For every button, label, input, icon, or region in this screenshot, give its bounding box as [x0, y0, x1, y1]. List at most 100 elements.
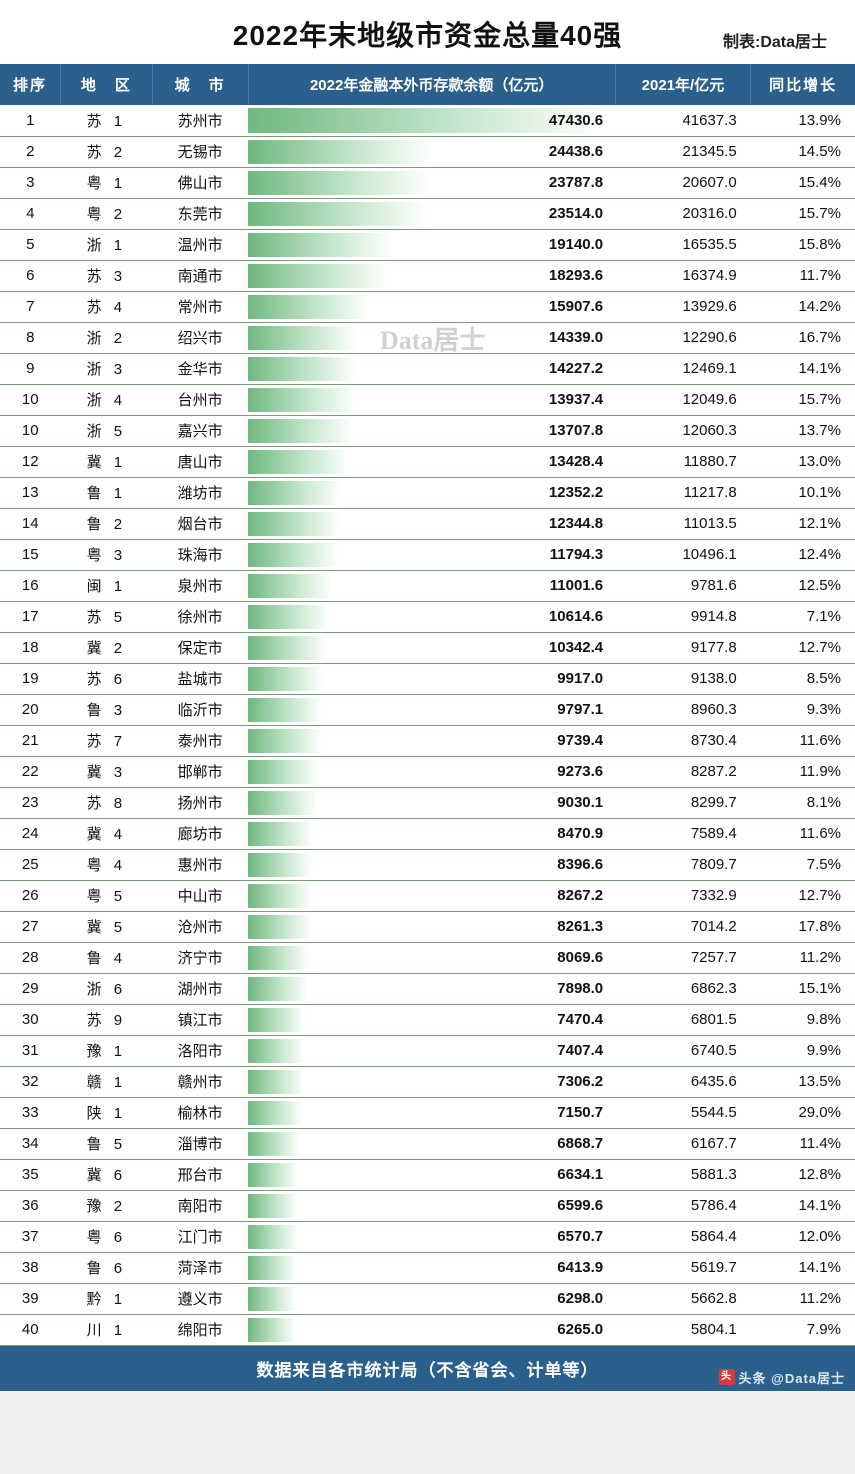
cell-rank: 37 — [0, 1221, 60, 1252]
bar-label: 19140.0 — [248, 236, 615, 253]
cell-rank: 2 — [0, 136, 60, 167]
bar-label: 7898.0 — [248, 980, 615, 997]
cell-rank: 27 — [0, 911, 60, 942]
bar-label: 6868.7 — [248, 1135, 615, 1152]
cell-2021: 12469.1 — [615, 353, 751, 384]
cell-city: 邢台市 — [152, 1159, 248, 1190]
cell-growth: 10.1% — [751, 477, 855, 508]
bar-label: 6634.1 — [248, 1166, 615, 1183]
cell-city: 东莞市 — [152, 198, 248, 229]
cell-city: 保定市 — [152, 632, 248, 663]
toutiao-icon: 头 — [719, 1369, 735, 1385]
page-container: Data居士 2022年末地级市资金总量40强 制表:Data居士 排序 地 区… — [0, 0, 855, 1391]
bar-label: 13937.4 — [248, 391, 615, 408]
cell-2021: 8960.3 — [615, 694, 751, 725]
cell-region: 浙 6 — [60, 973, 152, 1004]
cell-rank: 35 — [0, 1159, 60, 1190]
table-row: 20鲁 3临沂市9797.18960.39.3% — [0, 694, 855, 725]
cell-rank: 1 — [0, 105, 60, 136]
bar-label: 8261.3 — [248, 918, 615, 935]
bar-label: 6265.0 — [248, 1321, 615, 1338]
table-row: 32赣 1赣州市7306.26435.613.5% — [0, 1066, 855, 1097]
bar-label: 8267.2 — [248, 887, 615, 904]
cell-city: 泉州市 — [152, 570, 248, 601]
cell-2021: 6167.7 — [615, 1128, 751, 1159]
cell-region: 苏 8 — [60, 787, 152, 818]
bar-label: 6570.7 — [248, 1228, 615, 1245]
cell-growth: 9.9% — [751, 1035, 855, 1066]
cell-region: 苏 5 — [60, 601, 152, 632]
cell-city: 温州市 — [152, 229, 248, 260]
cell-growth: 12.7% — [751, 880, 855, 911]
cell-growth: 8.5% — [751, 663, 855, 694]
cell-growth: 14.1% — [751, 353, 855, 384]
cell-region: 冀 1 — [60, 446, 152, 477]
cell-growth: 11.7% — [751, 260, 855, 291]
cell-bar: 9273.6 — [248, 756, 615, 787]
cell-region: 粤 6 — [60, 1221, 152, 1252]
bar-label: 9739.4 — [248, 732, 615, 749]
table-row: 2苏 2无锡市24438.621345.514.5% — [0, 136, 855, 167]
cell-bar: 47430.6 — [248, 105, 615, 136]
cell-city: 唐山市 — [152, 446, 248, 477]
cell-city: 珠海市 — [152, 539, 248, 570]
cell-bar: 8396.6 — [248, 849, 615, 880]
cell-2021: 16535.5 — [615, 229, 751, 260]
cell-bar: 13937.4 — [248, 384, 615, 415]
cell-2021: 8287.2 — [615, 756, 751, 787]
cell-bar: 13428.4 — [248, 446, 615, 477]
cell-2021: 8299.7 — [615, 787, 751, 818]
bar-label: 12352.2 — [248, 484, 615, 501]
cell-city: 潍坊市 — [152, 477, 248, 508]
bar-label: 13707.8 — [248, 422, 615, 439]
bar-label: 23787.8 — [248, 174, 615, 191]
table-row: 37粤 6江门市6570.75864.412.0% — [0, 1221, 855, 1252]
table-row: 33陕 1榆林市7150.75544.529.0% — [0, 1097, 855, 1128]
cell-city: 金华市 — [152, 353, 248, 384]
cell-rank: 31 — [0, 1035, 60, 1066]
cell-region: 赣 1 — [60, 1066, 152, 1097]
header-rank: 排序 — [0, 64, 60, 105]
cell-growth: 14.2% — [751, 291, 855, 322]
bar-label: 15907.6 — [248, 298, 615, 315]
cell-2021: 6435.6 — [615, 1066, 751, 1097]
cell-bar: 19140.0 — [248, 229, 615, 260]
cell-region: 鲁 5 — [60, 1128, 152, 1159]
header-city: 城 市 — [152, 64, 248, 105]
cell-bar: 6868.7 — [248, 1128, 615, 1159]
cell-growth: 15.7% — [751, 198, 855, 229]
cell-bar: 12344.8 — [248, 508, 615, 539]
cell-city: 绵阳市 — [152, 1314, 248, 1345]
cell-growth: 7.5% — [751, 849, 855, 880]
cell-rank: 9 — [0, 353, 60, 384]
table-row: 29浙 6湖州市7898.06862.315.1% — [0, 973, 855, 1004]
table-row: 5浙 1温州市19140.016535.515.8% — [0, 229, 855, 260]
cell-region: 冀 4 — [60, 818, 152, 849]
bar-label: 10614.6 — [248, 608, 615, 625]
cell-2021: 9914.8 — [615, 601, 751, 632]
cell-growth: 12.0% — [751, 1221, 855, 1252]
cell-rank: 26 — [0, 880, 60, 911]
table-row: 19苏 6盐城市9917.09138.08.5% — [0, 663, 855, 694]
cell-2021: 6801.5 — [615, 1004, 751, 1035]
cell-growth: 7.1% — [751, 601, 855, 632]
cell-city: 赣州市 — [152, 1066, 248, 1097]
cell-2021: 16374.9 — [615, 260, 751, 291]
cell-rank: 20 — [0, 694, 60, 725]
table-row: 12冀 1唐山市13428.411880.713.0% — [0, 446, 855, 477]
cell-bar: 6570.7 — [248, 1221, 615, 1252]
cell-growth: 15.7% — [751, 384, 855, 415]
cell-rank: 5 — [0, 229, 60, 260]
table-row: 4粤 2东莞市23514.020316.015.7% — [0, 198, 855, 229]
bar-label: 11794.3 — [248, 546, 615, 563]
cell-bar: 23514.0 — [248, 198, 615, 229]
cell-2021: 7809.7 — [615, 849, 751, 880]
cell-bar: 7306.2 — [248, 1066, 615, 1097]
table-row: 15粤 3珠海市11794.310496.112.4% — [0, 539, 855, 570]
bar-label: 8396.6 — [248, 856, 615, 873]
cell-rank: 34 — [0, 1128, 60, 1159]
cell-region: 粤 4 — [60, 849, 152, 880]
cell-2021: 13929.6 — [615, 291, 751, 322]
cell-city: 台州市 — [152, 384, 248, 415]
cell-region: 冀 5 — [60, 911, 152, 942]
